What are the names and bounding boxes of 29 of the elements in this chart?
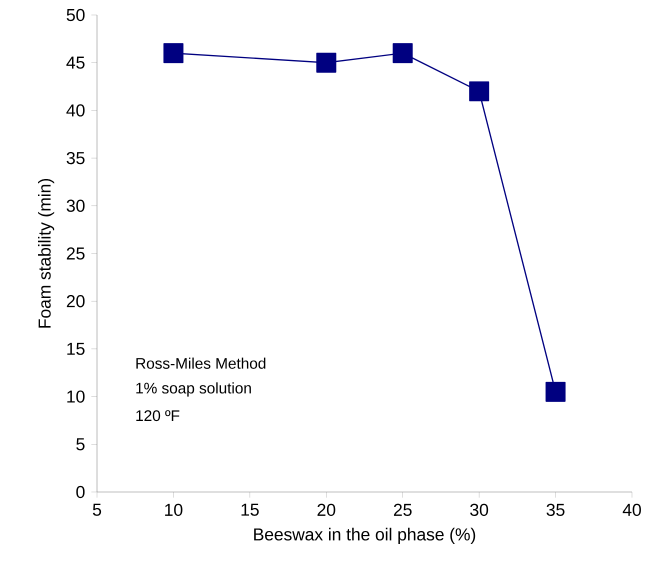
x-tick-label: 15 bbox=[242, 504, 259, 516]
y-tick-label: 10 bbox=[67, 390, 85, 403]
y-tick-label: 5 bbox=[76, 438, 85, 450]
y-tick-label: 15 bbox=[67, 342, 85, 355]
x-tick-label: 30 bbox=[470, 504, 488, 516]
y-axis-title: Foam stability (min) bbox=[38, 178, 54, 328]
point bbox=[469, 81, 490, 102]
y-tick-label: 20 bbox=[66, 295, 85, 308]
x-tick-label: 40 bbox=[622, 504, 641, 516]
y-tick-label: 50 bbox=[66, 8, 85, 22]
annotation: 120 ºF bbox=[136, 410, 180, 422]
x-tick-label: 35 bbox=[546, 504, 564, 516]
point bbox=[546, 382, 566, 402]
y-tick-label: 25 bbox=[66, 247, 85, 260]
x-axis-title: Beeswax in the oil phase (%) bbox=[254, 528, 476, 544]
y-tick-label: 40 bbox=[66, 104, 85, 117]
x-tick-label: 5 bbox=[92, 504, 102, 516]
y-tick-label: 35 bbox=[66, 152, 85, 164]
annotation: 1% soap solution bbox=[136, 382, 251, 397]
y-tick-label: 0 bbox=[76, 486, 85, 498]
point bbox=[392, 43, 413, 64]
x-tick-label: 20 bbox=[318, 504, 336, 516]
point bbox=[316, 52, 336, 73]
y-tick-label: 30 bbox=[66, 200, 85, 212]
x-tick-label: 25 bbox=[394, 504, 412, 516]
y-tick-label: 45 bbox=[66, 56, 85, 69]
point bbox=[163, 43, 184, 64]
x-tick-label: 10 bbox=[165, 504, 182, 516]
annotation: Ross-Miles Method bbox=[136, 358, 266, 369]
